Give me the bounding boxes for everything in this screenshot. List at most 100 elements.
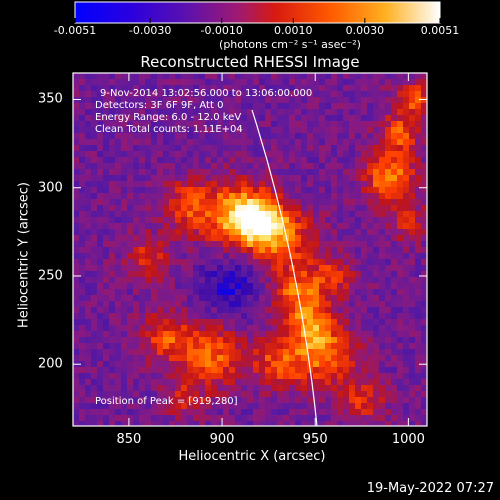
heatmap-pixel (283, 397, 289, 403)
heatmap-pixel (409, 127, 415, 133)
heatmap-pixel (241, 211, 247, 217)
y-tick-label: 300 (38, 180, 63, 196)
heatmap-pixel (241, 325, 247, 331)
heatmap-pixel (415, 295, 421, 301)
heatmap-pixel (373, 295, 379, 301)
heatmap-pixel (343, 121, 349, 127)
heatmap-pixel (247, 349, 253, 355)
heatmap-pixel (259, 193, 265, 199)
heatmap-pixel (373, 379, 379, 385)
heatmap-pixel (145, 163, 151, 169)
heatmap-pixel (163, 301, 169, 307)
heatmap-pixel (97, 385, 103, 391)
heatmap-pixel (349, 169, 355, 175)
heatmap-pixel (271, 151, 277, 157)
heatmap-pixel (211, 97, 217, 103)
heatmap-pixel (139, 385, 145, 391)
heatmap-pixel (139, 175, 145, 181)
heatmap-pixel (217, 127, 223, 133)
heatmap-pixel (187, 409, 193, 415)
heatmap-pixel (139, 271, 145, 277)
heatmap-pixel (379, 85, 385, 91)
heatmap-pixel (145, 367, 151, 373)
heatmap-pixel (409, 193, 415, 199)
heatmap-pixel (79, 301, 85, 307)
heatmap-pixel (121, 385, 127, 391)
heatmap-pixel (211, 79, 217, 85)
heatmap-pixel (151, 229, 157, 235)
heatmap-pixel (73, 283, 79, 289)
heatmap-pixel (277, 289, 283, 295)
heatmap-pixel (193, 349, 199, 355)
heatmap-pixel (109, 193, 115, 199)
heatmap-pixel (367, 139, 373, 145)
heatmap-pixel (133, 301, 139, 307)
heatmap-pixel (265, 337, 271, 343)
heatmap-pixel (235, 91, 241, 97)
heatmap-pixel (283, 337, 289, 343)
heatmap-pixel (295, 163, 301, 169)
heatmap-pixel (247, 139, 253, 145)
heatmap-pixel (97, 181, 103, 187)
heatmap-pixel (97, 349, 103, 355)
heatmap-pixel (211, 169, 217, 175)
heatmap-pixel (247, 133, 253, 139)
heatmap-pixel (175, 265, 181, 271)
heatmap-pixel (265, 421, 271, 426)
heatmap-pixel (397, 193, 403, 199)
heatmap-pixel (313, 343, 319, 349)
heatmap-pixel (265, 139, 271, 145)
heatmap-pixel (307, 253, 313, 259)
heatmap-pixel (277, 181, 283, 187)
heatmap-pixel (277, 91, 283, 97)
heatmap-pixel (217, 367, 223, 373)
heatmap-pixel (85, 169, 91, 175)
heatmap-pixel (421, 157, 427, 163)
heatmap-pixel (127, 337, 133, 343)
heatmap-pixel (181, 247, 187, 253)
heatmap-pixel (307, 145, 313, 151)
heatmap-pixel (85, 229, 91, 235)
heatmap-pixel (151, 391, 157, 397)
heatmap-pixel (97, 169, 103, 175)
heatmap-pixel (283, 193, 289, 199)
heatmap-pixel (145, 247, 151, 253)
heatmap-pixel (187, 391, 193, 397)
heatmap-pixel (109, 277, 115, 283)
heatmap-pixel (397, 79, 403, 85)
heatmap-pixel (325, 337, 331, 343)
heatmap-pixel (181, 217, 187, 223)
heatmap-pixel (97, 379, 103, 385)
heatmap-pixel (307, 127, 313, 133)
heatmap-pixel (85, 325, 91, 331)
heatmap-pixel (367, 121, 373, 127)
heatmap-pixel (109, 211, 115, 217)
heatmap-pixel (421, 259, 427, 265)
heatmap-pixel (199, 325, 205, 331)
heatmap-pixel (193, 247, 199, 253)
heatmap-pixel (253, 247, 259, 253)
heatmap-pixel (79, 157, 85, 163)
heatmap-pixel (385, 85, 391, 91)
heatmap-pixel (355, 121, 361, 127)
heatmap-pixel (133, 397, 139, 403)
heatmap-pixel (109, 295, 115, 301)
heatmap-pixel (97, 157, 103, 163)
heatmap-pixel (337, 157, 343, 163)
heatmap-pixel (145, 301, 151, 307)
heatmap-pixel (271, 265, 277, 271)
heatmap-pixel (367, 265, 373, 271)
heatmap-pixel (283, 169, 289, 175)
heatmap-pixel (187, 139, 193, 145)
heatmap-pixel (127, 301, 133, 307)
heatmap-pixel (385, 295, 391, 301)
heatmap-pixel (391, 223, 397, 229)
heatmap-pixel (343, 109, 349, 115)
heatmap-pixel (157, 349, 163, 355)
heatmap-pixel (235, 187, 241, 193)
heatmap-pixel (85, 247, 91, 253)
heatmap-pixel (121, 115, 127, 121)
heatmap-pixel (235, 193, 241, 199)
heatmap-pixel (109, 169, 115, 175)
heatmap-pixel (157, 337, 163, 343)
